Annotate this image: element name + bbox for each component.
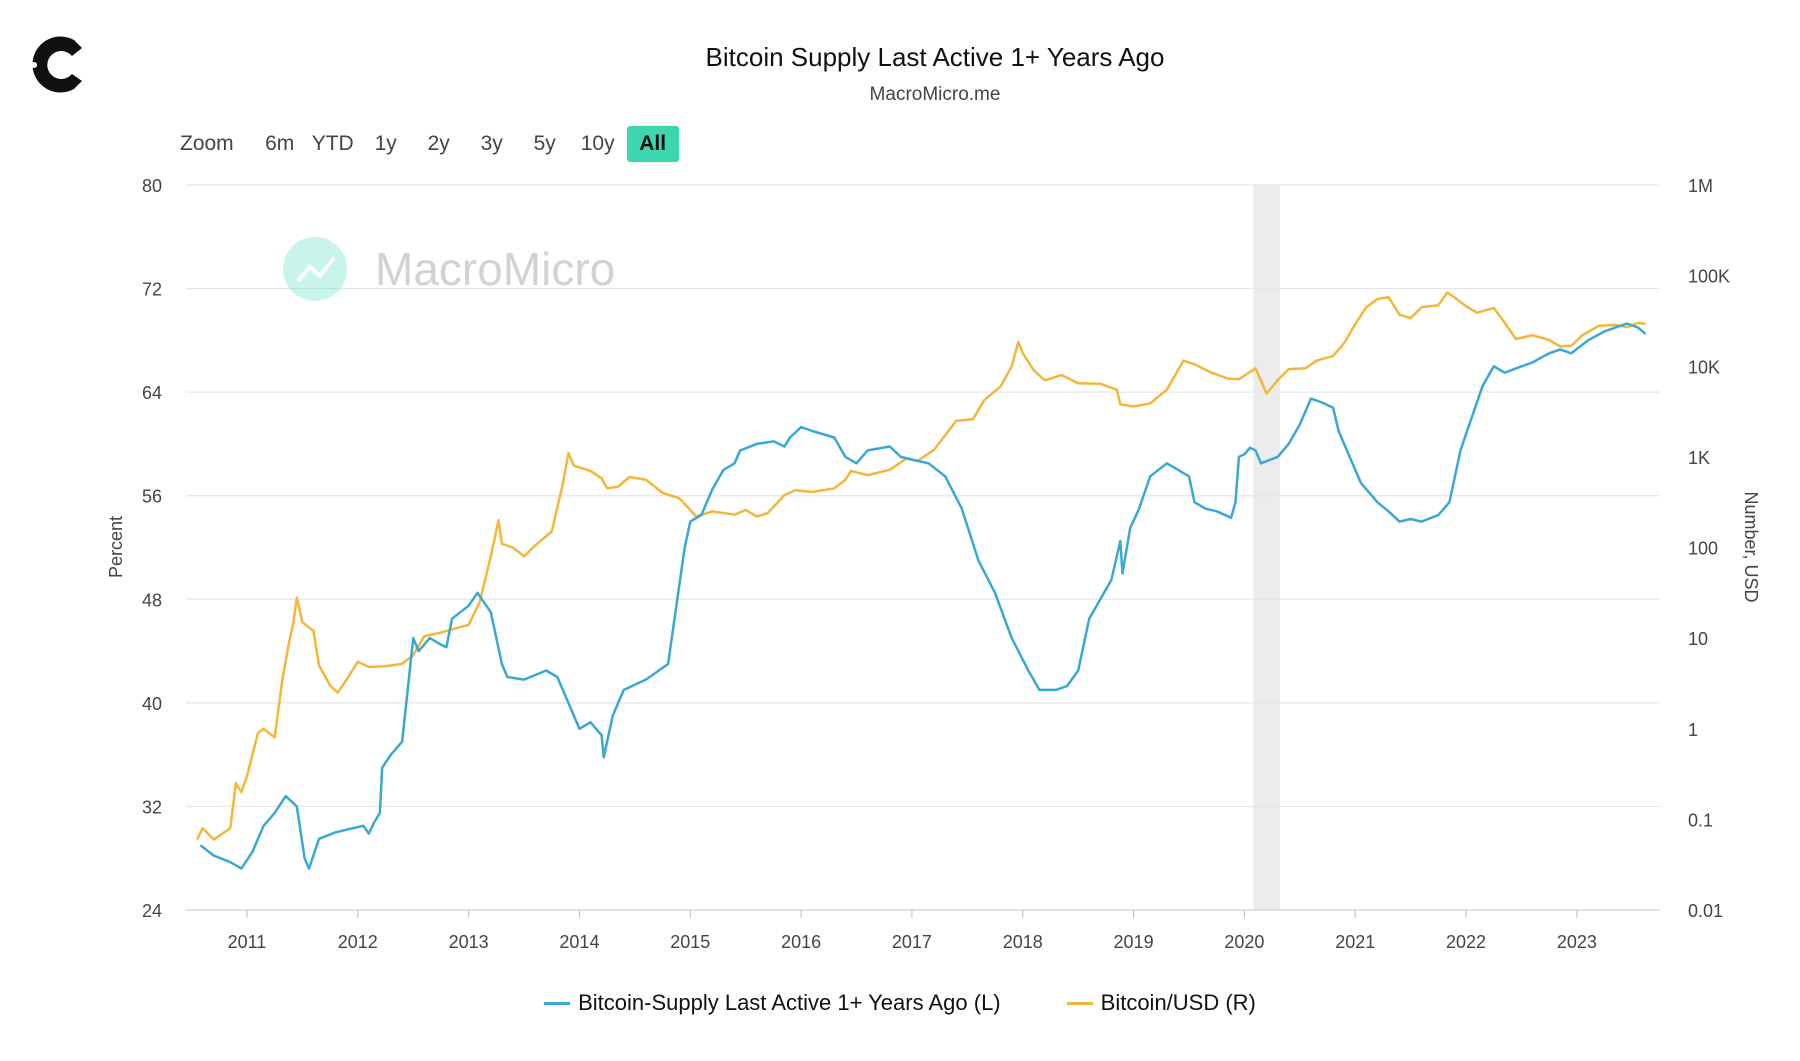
- range-selector: Zoom 6m YTD 1y 2y 3y 5y 10y All: [180, 125, 684, 163]
- right-tick-label: 10: [1688, 629, 1708, 649]
- legend-label-supply: Bitcoin-Supply Last Active 1+ Years Ago …: [578, 990, 1001, 1015]
- c-brand-logo-icon: [32, 36, 82, 93]
- left-tick-label: 48: [142, 590, 162, 610]
- left-tick-label: 56: [142, 487, 162, 507]
- shaded-period: [1253, 185, 1280, 910]
- x-tick-label: 2012: [338, 932, 378, 952]
- legend-item-price[interactable]: Bitcoin/USD (R): [1066, 990, 1256, 1016]
- gridlines: [186, 184, 1660, 911]
- legend: Bitcoin-Supply Last Active 1+ Years Ago …: [0, 990, 1800, 1016]
- x-tick-label: 2017: [892, 932, 932, 952]
- left-axis-ticks: 24 32 40 48 56 64 72 80: [142, 176, 162, 921]
- chart-title: Bitcoin Supply Last Active 1+ Years Ago: [705, 42, 1165, 72]
- left-axis-label: Percent: [106, 516, 126, 578]
- right-tick-label: 1M: [1688, 176, 1713, 196]
- x-axis-ticks: 2011 2012 2013 2014 2015 2016 2017 2018 2019 2020…: [228, 910, 1597, 952]
- left-tick-label: 40: [142, 694, 162, 714]
- left-tick-label: 32: [142, 797, 162, 817]
- left-tick-label: 72: [142, 280, 162, 300]
- chart-area: MacroMicro 24 32 40 48 56 64 72 80 0.01 0.1 1 10 10…: [106, 176, 1761, 952]
- watermark-logo-mark: [296, 256, 336, 283]
- right-axis-label: Number, USD: [1741, 491, 1761, 602]
- x-tick-label: 2016: [781, 932, 821, 952]
- left-tick-label: 24: [142, 901, 162, 921]
- legend-swatch-supply: [544, 1001, 571, 1005]
- right-tick-label: 0.01: [1688, 901, 1723, 921]
- supply-series-line: [199, 322, 1647, 870]
- watermark-text: MacroMicro: [375, 243, 615, 295]
- logo-notch: [31, 62, 37, 68]
- zoom-label: Zoom: [180, 132, 234, 155]
- x-tick-label: 2020: [1224, 932, 1264, 952]
- range-ytd-button[interactable]: YTD: [309, 126, 357, 162]
- right-tick-label: 100: [1688, 539, 1718, 559]
- left-tick-label: 80: [142, 176, 162, 196]
- x-tick-label: 2011: [228, 932, 267, 952]
- left-tick-label: 64: [142, 383, 162, 403]
- range-10y-button[interactable]: 10y: [574, 126, 622, 162]
- legend-swatch-price: [1066, 1001, 1093, 1005]
- range-5y-button[interactable]: 5y: [521, 126, 569, 162]
- right-tick-label: 10K: [1688, 357, 1720, 377]
- x-tick-label: 2018: [1003, 932, 1043, 952]
- legend-label-price: Bitcoin/USD (R): [1100, 990, 1256, 1015]
- x-tick-label: 2023: [1557, 932, 1597, 952]
- x-tick-label: 2019: [1114, 932, 1154, 952]
- x-tick-label: 2013: [449, 932, 489, 952]
- right-tick-label: 1K: [1688, 448, 1710, 468]
- range-3y-button[interactable]: 3y: [468, 126, 516, 162]
- right-axis-ticks: 0.01 0.1 1 10 100 1K 10K 100K 1M: [1688, 176, 1730, 921]
- range-1y-button[interactable]: 1y: [362, 126, 410, 162]
- watermark: MacroMicro: [283, 237, 615, 301]
- range-2y-button[interactable]: 2y: [415, 126, 463, 162]
- brand-logo-icon[interactable]: [24, 34, 86, 94]
- x-tick-label: 2014: [559, 932, 599, 952]
- price-series-line: [195, 291, 1646, 841]
- right-tick-label: 1: [1688, 720, 1698, 740]
- x-tick-label: 2022: [1446, 932, 1486, 952]
- chart-subtitle: MacroMicro.me: [869, 84, 1001, 105]
- legend-item-supply[interactable]: Bitcoin-Supply Last Active 1+ Years Ago …: [544, 990, 1001, 1016]
- right-tick-label: 100K: [1688, 267, 1730, 287]
- range-all-button[interactable]: All: [626, 126, 679, 162]
- range-6m-button[interactable]: 6m: [256, 126, 304, 162]
- x-tick-label: 2015: [670, 932, 710, 952]
- right-tick-label: 0.1: [1688, 810, 1713, 830]
- x-tick-label: 2021: [1335, 932, 1375, 952]
